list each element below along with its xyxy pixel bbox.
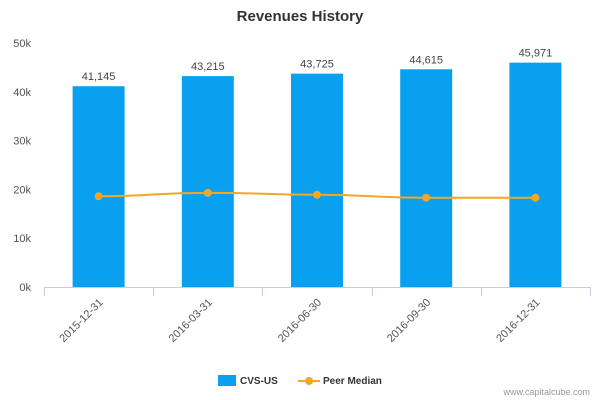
x-tick-label: 2016-06-30 (276, 297, 324, 345)
bar-2016-06-30[interactable] (291, 73, 343, 287)
bar-data-label: 43,215 (191, 61, 225, 73)
y-tick-label: 30k (13, 136, 31, 148)
y-tick-label: 50k (13, 38, 31, 50)
peer-median-point-2016-03-31[interactable] (203, 188, 212, 197)
line-series-peer-median (94, 188, 540, 202)
x-tick-label: 2016-12-31 (494, 297, 542, 345)
legend-marker-peer-median (305, 377, 313, 385)
bar-data-label: 43,725 (300, 59, 334, 71)
legend-item-peer-median[interactable]: Peer Median (298, 376, 382, 387)
x-tick-label: 2016-09-30 (385, 297, 433, 345)
credit-text: www.capitalcube.com (502, 387, 590, 397)
y-axis: 0k 10k 20k 30k 40k 50k (13, 38, 31, 294)
peer-median-point-2015-12-31[interactable] (94, 192, 103, 201)
y-tick-label: 0k (19, 282, 31, 294)
x-axis: 2015-12-31 2016-03-31 2016-06-30 2016-09-30… (44, 287, 591, 345)
bar-2016-12-31[interactable] (509, 62, 562, 288)
peer-median-point-2016-09-30[interactable] (422, 193, 431, 202)
bar-data-label: 45,971 (519, 48, 553, 60)
x-tick-label: 2015-12-31 (57, 297, 105, 345)
x-tick-label: 2016-03-31 (167, 297, 215, 345)
legend-item-cvs-us[interactable]: CVS-US (218, 375, 278, 387)
chart-title: Revenues History (237, 8, 364, 25)
bar-data-labels: 41,145 43,215 43,725 44,615 45,971 (82, 48, 552, 84)
legend-label-peer-median: Peer Median (323, 376, 382, 387)
legend-label-cvs-us: CVS-US (240, 376, 278, 387)
legend: CVS-US Peer Median (218, 375, 382, 387)
bar-data-label: 44,615 (409, 54, 443, 66)
y-tick-label: 20k (13, 184, 31, 196)
bar-2015-12-31[interactable] (72, 86, 125, 287)
y-tick-label: 10k (13, 233, 31, 245)
peer-median-point-2016-06-30[interactable] (313, 190, 321, 199)
legend-swatch-cvs-us (218, 375, 236, 386)
bar-2016-09-30[interactable] (400, 69, 453, 287)
bar-2016-03-31[interactable] (181, 76, 234, 287)
y-tick-label: 40k (13, 87, 31, 99)
bar-series-cvs-us (72, 62, 562, 288)
peer-median-point-2016-12-31[interactable] (531, 193, 540, 202)
bar-data-label: 41,145 (82, 71, 116, 83)
